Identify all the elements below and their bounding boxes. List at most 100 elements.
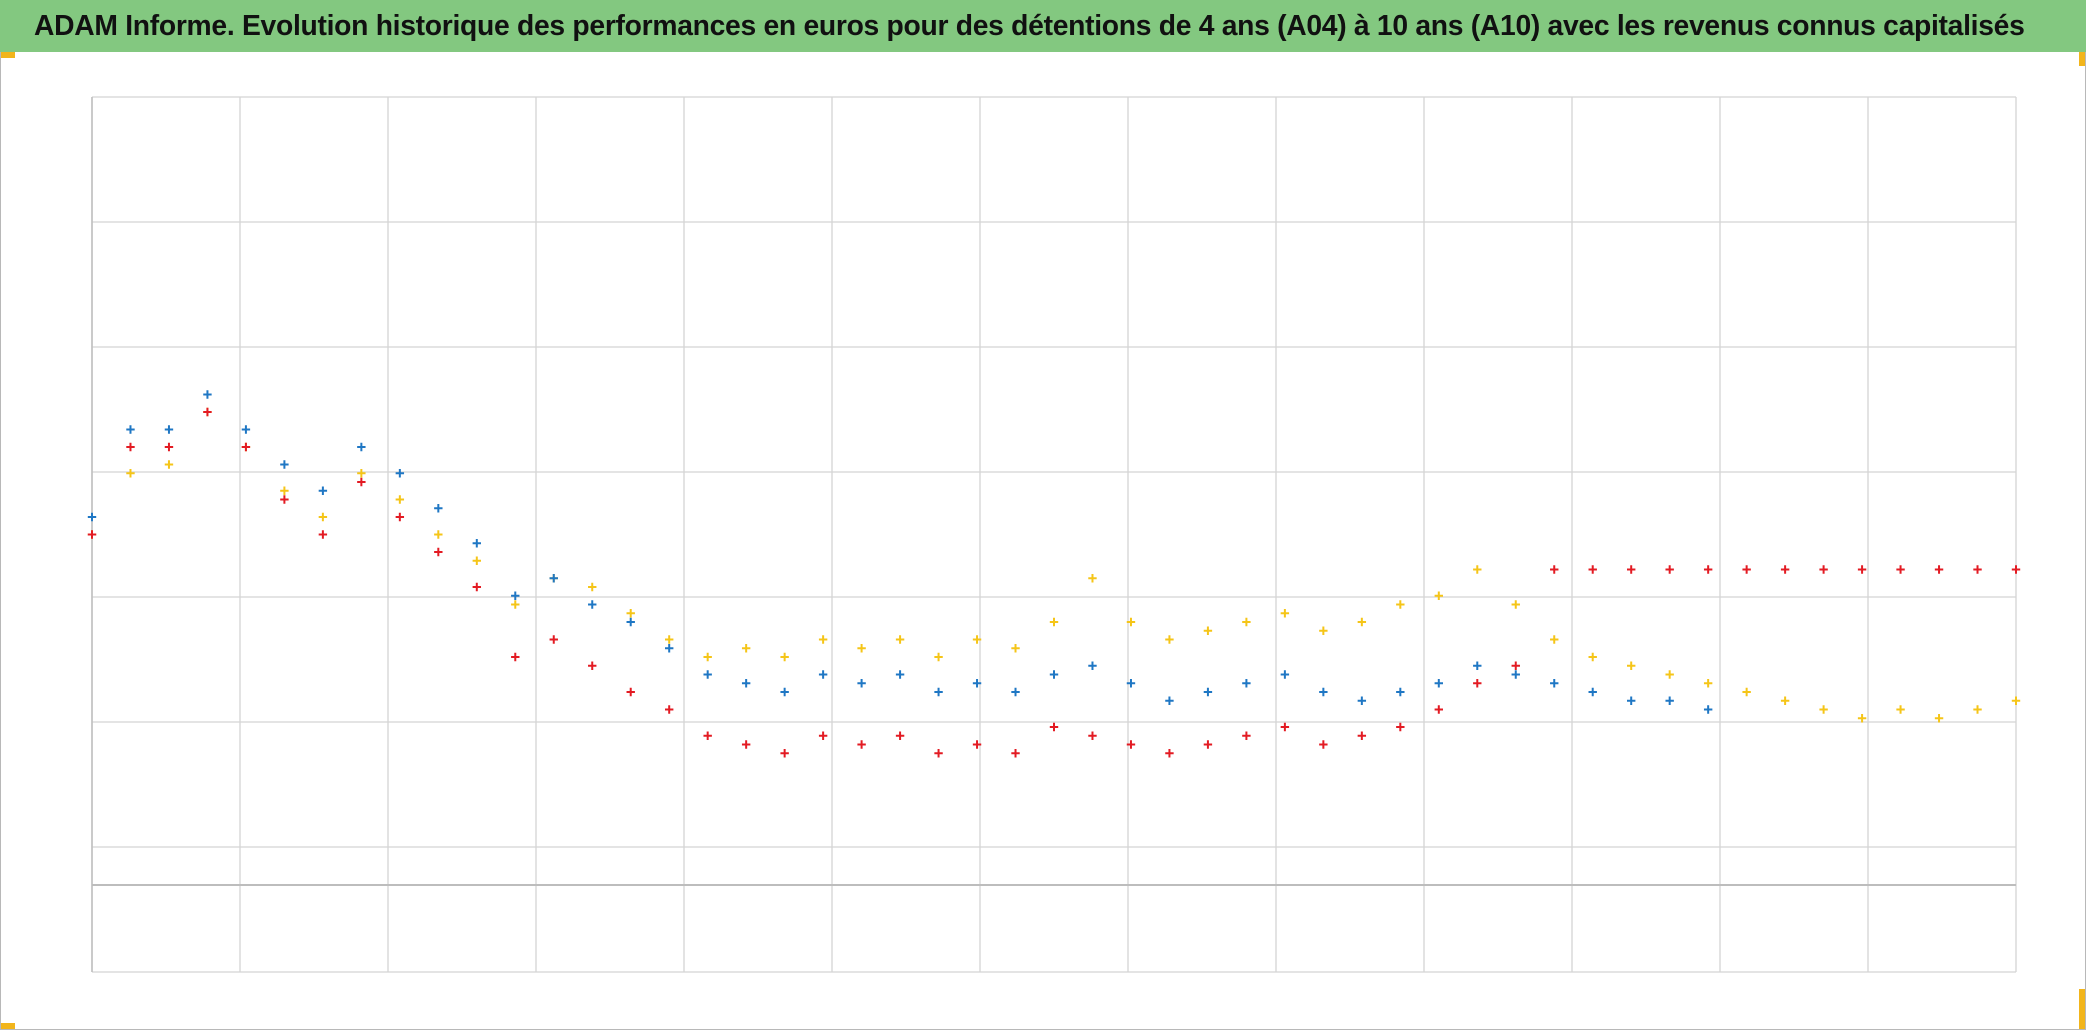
series-1-point-18: [780, 687, 789, 697]
series-0-point-46: [1857, 714, 1867, 723]
series-1-point-11: [511, 591, 520, 600]
series-2-point-37: [1511, 661, 1520, 670]
series-2-point-5: [280, 495, 289, 504]
series-2-point-12: [549, 635, 558, 644]
series-1-point-35: [1434, 679, 1443, 688]
series-2-point-6: [318, 530, 328, 539]
series-0-point-45: [1819, 705, 1828, 714]
chart-title: ADAM Informe. Evolution historique des p…: [34, 9, 2025, 42]
series-1-point-0: [87, 512, 97, 522]
series-1-point-4: [241, 425, 251, 434]
series-0-point-21: [895, 635, 905, 644]
series-2-point-43: [1742, 565, 1751, 574]
series-2-point-4: [241, 442, 251, 452]
series-0-point-49: [1973, 705, 1982, 714]
series-0-point-1: [126, 469, 135, 478]
series-0-point-13: [588, 582, 597, 592]
series-2-point-34: [1396, 722, 1405, 732]
series-1-point-14: [626, 617, 635, 627]
series-0-point-8: [395, 495, 405, 504]
series-2-point-7: [357, 477, 366, 487]
series-1-point-10: [472, 539, 481, 548]
series-0-point-34: [1396, 600, 1405, 609]
series-1-point-6: [318, 486, 328, 495]
series-2-point-49: [1973, 565, 1982, 574]
series-1-point-19: [818, 670, 828, 679]
series-2-point-46: [1857, 565, 1867, 574]
series-2-point-0: [87, 530, 97, 539]
series-1-point-31: [1280, 670, 1290, 679]
series-0-point-31: [1280, 609, 1290, 618]
series-1-point-37: [1511, 670, 1520, 679]
series-1-point-38: [1550, 679, 1559, 688]
series-1-point-20: [857, 679, 866, 688]
series-1-point-12: [549, 574, 558, 583]
series-1-point-15: [665, 644, 674, 653]
series-2-point-22: [934, 749, 943, 758]
series-0-point-50: [2011, 696, 2021, 705]
series-2-point-9: [434, 547, 443, 557]
series-1-point-40: [1627, 696, 1636, 705]
series-1-point-42: [1703, 705, 1713, 714]
series-1-point-2: [164, 425, 174, 434]
series-1-point-3: [203, 390, 212, 399]
series-2-point-31: [1280, 722, 1290, 732]
series-0-point-17: [741, 644, 751, 653]
series-0-point-36: [1473, 565, 1482, 574]
series-0-point-30: [1242, 617, 1251, 627]
series-0-point-39: [1588, 652, 1597, 662]
series-0-point-15: [665, 635, 674, 644]
series-2-point-41: [1665, 565, 1674, 574]
series-1-point-25: [1049, 670, 1059, 679]
series-0-point-25: [1049, 617, 1059, 627]
series-1-point-36: [1473, 661, 1482, 670]
series-2-point-29: [1203, 740, 1213, 749]
series-1-point-34: [1396, 687, 1405, 697]
series-1-point-30: [1242, 679, 1251, 688]
series-2-point-25: [1049, 722, 1059, 732]
series-1-point-33: [1357, 696, 1367, 705]
series-1-point-28: [1165, 696, 1174, 705]
series-2-point-20: [857, 740, 866, 749]
series-2-point-17: [741, 740, 751, 749]
series-2-point-50: [2011, 565, 2021, 574]
series-2-point-3: [203, 407, 212, 417]
series-0-point-43: [1742, 687, 1751, 697]
series-0-point-40: [1627, 661, 1636, 670]
series-0-point-41: [1665, 670, 1674, 679]
series-1-point-29: [1203, 687, 1213, 697]
series-2-point-42: [1703, 565, 1713, 574]
series-2-point-30: [1242, 731, 1251, 740]
title-bar: ADAM Informe. Evolution historique des p…: [0, 0, 2086, 52]
series-0-point-16: [703, 652, 712, 662]
series-2-point-15: [665, 705, 674, 714]
series-2-point-36: [1473, 679, 1482, 688]
series-0-point-48: [1934, 714, 1944, 723]
series-0-point-44: [1780, 696, 1790, 705]
series-2-point-28: [1165, 749, 1174, 758]
series-2-point-35: [1434, 705, 1443, 714]
series-1-point-26: [1088, 661, 1097, 670]
series-1-point-8: [395, 469, 405, 478]
series-2-point-11: [511, 652, 520, 662]
series-1-point-13: [588, 600, 597, 609]
series-1-point-27: [1126, 679, 1136, 688]
series-0-point-6: [318, 512, 328, 522]
series-2-point-24: [1011, 749, 1020, 758]
series-0-point-19: [818, 635, 828, 644]
series-0-point-20: [857, 644, 866, 653]
series-2-point-44: [1780, 565, 1790, 574]
series-0-point-11: [511, 600, 520, 609]
series-2-point-18: [780, 749, 789, 758]
series-1-point-23: [972, 679, 982, 688]
series-2-point-47: [1896, 565, 1905, 574]
series-1-point-5: [280, 460, 289, 469]
series-0-point-14: [626, 609, 635, 618]
series-0-point-7: [357, 469, 366, 478]
series-1-point-17: [741, 679, 751, 688]
series-0-point-29: [1203, 626, 1213, 635]
series-0-point-5: [280, 486, 289, 495]
series-0-point-2: [164, 460, 174, 469]
series-0-point-26: [1088, 574, 1097, 583]
